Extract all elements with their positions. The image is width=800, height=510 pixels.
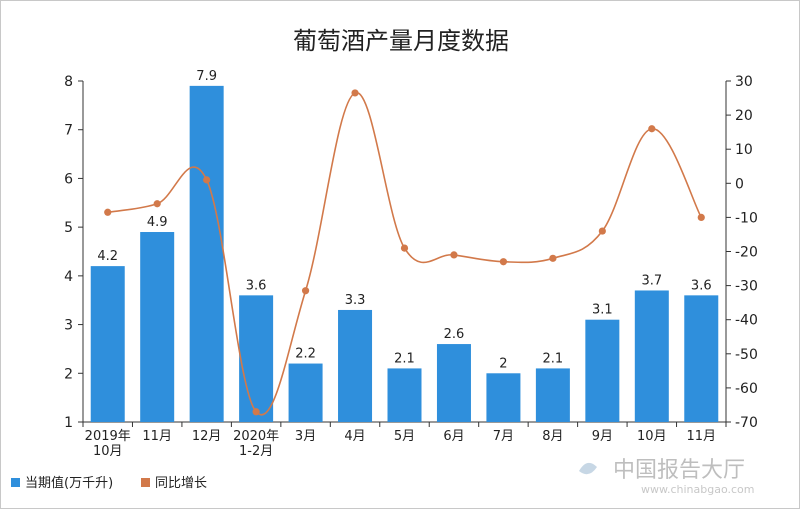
x-tick-label: 9月 [592,429,613,444]
y-left-tick-label: 2 [64,366,73,382]
bar-value-label: 3.1 [592,303,613,318]
legend-swatch-bar [11,478,20,487]
bar [90,266,125,422]
x-tick-label: 11月 [142,429,172,444]
line-layer [104,89,705,416]
y-right-tick-label: -20 [735,245,758,261]
bar [486,373,521,422]
line-point [450,251,458,259]
bar [338,309,373,422]
bars-layer [90,85,719,422]
line-point [252,408,260,416]
bar-value-label: 2.2 [295,347,316,362]
y-right-tick-label: -30 [735,279,758,295]
x-tick-label: 2019年 10月 [85,429,131,459]
y-left-tick-label: 8 [64,74,73,90]
y-right-tick-label: 0 [735,176,744,192]
legend-label-line: 同比增长 [155,476,207,491]
line-point [499,258,508,266]
y-right-tick-label: -60 [735,381,758,397]
x-tick-label: 6月 [443,429,464,444]
bar [535,368,570,422]
line-point [301,287,310,295]
y-left-tick-label: 7 [64,123,73,139]
labels-layer: 4.2 4.9 7.9 3.6 2.2 3.3 2.1 2.6 2 2.1 3.1 3.7 3.6 [97,69,711,371]
x-tick-label: 10月 [637,429,667,444]
line-point [351,89,359,97]
bar-value-label: 3.7 [641,273,662,288]
bar-value-label: 2.1 [394,351,415,366]
y-left-tick-label: 4 [64,269,73,285]
bar-value-label: 4.2 [97,249,118,264]
bar-value-label: 2 [499,356,507,371]
y-right-tick-label: -70 [735,415,758,431]
legend: 当期值(万千升) 同比增长 [11,475,207,491]
bar [634,290,669,422]
axes-layer: 1 2 3 4 5 6 7 8 30 20 10 0 -10 -20 -30 -40 -50 -60 -70 2019… [64,74,758,459]
bar-value-label: 3.3 [345,293,366,308]
watermark-logo-mark [579,462,597,475]
y-right-tick-label: 30 [735,74,753,90]
bar [239,295,274,422]
legend-label-bar: 当期值(万千升) [25,475,113,491]
y-right-tick-label: -50 [735,347,758,363]
bar [436,344,471,422]
line-point [104,208,112,216]
bar [387,368,422,422]
chart-title: 葡萄酒产量月度数据 [293,27,509,55]
bar [585,319,620,422]
watermark-logo: 中国报告大厅 www.chinabgao.com [579,458,755,496]
x-tick-label: 5月 [394,429,415,444]
y-right-tick-label: -40 [735,313,758,329]
bar-value-label: 3.6 [691,278,712,293]
y-left-tick-label: 5 [64,220,73,236]
y-left-tick-label: 6 [64,171,73,187]
y-left-tick-label: 3 [64,318,73,334]
watermark-url: www.chinabgao.com [641,483,755,496]
x-tick-label: 7月 [493,429,514,444]
bar [140,232,175,422]
bar [684,295,719,422]
y-right-tick-label: 10 [735,142,753,158]
bar-value-label: 2.1 [543,351,564,366]
bar-value-label: 7.9 [196,69,217,84]
x-tick-label: 2020年 1-2月 [233,429,279,459]
watermark-brand: 中国报告大厅 [613,458,745,483]
bar [189,85,224,422]
line-point [549,254,557,262]
line-point [203,176,211,184]
line-point [697,213,705,221]
x-tick-label: 4月 [344,429,365,444]
y-right-tick-label: -10 [735,210,758,226]
bar-value-label: 2.6 [444,327,465,342]
bar-value-label: 4.9 [147,215,168,230]
legend-swatch-line [141,478,150,487]
bar [288,363,323,422]
line-point [598,227,606,235]
y-right-tick-label: 20 [735,108,753,124]
x-tick-label: 11月 [686,429,716,444]
x-tick-label: 3月 [295,429,316,444]
bar-value-label: 3.6 [246,278,267,293]
x-tick-label: 8月 [542,429,563,444]
x-tick-label: 12月 [192,429,222,444]
line-point [648,125,656,133]
line-point [400,244,409,252]
y-left-tick-label: 1 [64,415,73,431]
line-point [153,200,161,208]
